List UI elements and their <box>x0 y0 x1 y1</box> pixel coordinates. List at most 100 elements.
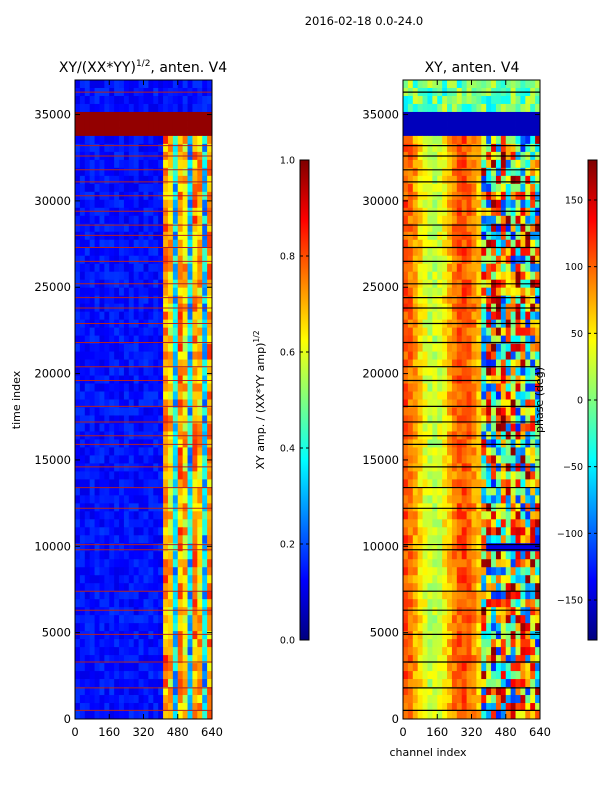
heatmap-cell <box>481 647 487 656</box>
heatmap-cell <box>123 143 130 153</box>
heatmap-cell <box>79 511 86 520</box>
heatmap-cell <box>451 159 458 169</box>
heatmap-cell <box>94 223 100 233</box>
heatmap-cell <box>461 399 467 408</box>
heatmap-cell <box>128 199 135 209</box>
heatmap-cell <box>491 335 497 344</box>
heatmap-cell <box>109 639 115 648</box>
heatmap-cell <box>417 631 423 640</box>
heatmap-cell <box>407 103 414 113</box>
heatmap-cell <box>451 455 458 464</box>
heatmap-cell <box>486 399 492 408</box>
heatmap-cell <box>451 527 458 536</box>
heatmap-cell <box>182 543 188 552</box>
heatmap-cell <box>109 207 115 217</box>
heatmap-cell <box>153 255 159 265</box>
heatmap-cell <box>163 247 169 257</box>
heatmap-cell <box>403 503 409 512</box>
heatmap-cell <box>75 703 81 712</box>
heatmap-cell <box>505 103 512 113</box>
heatmap-cell <box>515 639 521 648</box>
heatmap-cell <box>491 247 497 257</box>
heatmap-cell <box>535 135 541 145</box>
heatmap-cell <box>471 447 477 456</box>
heatmap-cell <box>172 95 179 105</box>
heatmap-cell <box>79 487 86 496</box>
heatmap-cell <box>99 287 105 297</box>
heatmap-cell <box>75 335 81 344</box>
heatmap-cell <box>84 623 91 632</box>
amplitude-colorbar-gradient <box>299 159 310 641</box>
heatmap-cell <box>84 383 91 392</box>
heatmap-cell <box>207 567 213 576</box>
heatmap-cell <box>456 375 463 384</box>
heatmap-cell <box>515 671 521 680</box>
heatmap-cell <box>123 127 130 137</box>
heatmap-cell <box>486 199 492 209</box>
heatmap-cell <box>476 503 482 512</box>
heatmap-cell <box>505 399 512 408</box>
heatmap-cell <box>75 423 81 432</box>
heatmap-cell <box>109 351 115 360</box>
heatmap-cell <box>119 239 125 249</box>
heatmap-cell <box>138 239 144 249</box>
colorbar-tick-label: 0.2 <box>280 540 295 551</box>
heatmap-cell <box>417 423 423 432</box>
heatmap-cell <box>437 503 443 512</box>
heatmap-cell <box>451 615 458 624</box>
heatmap-cell <box>447 559 453 568</box>
heatmap-cell <box>84 175 91 185</box>
heatmap-cell <box>525 527 531 536</box>
heatmap-cell <box>104 583 110 592</box>
heatmap-cell <box>192 367 198 376</box>
heatmap-cell <box>427 415 433 424</box>
heatmap-cell <box>471 663 477 672</box>
heatmap-cell <box>182 607 188 616</box>
heatmap-cell <box>114 327 120 336</box>
heatmap-cell <box>491 671 497 680</box>
heatmap-cell <box>403 127 409 137</box>
heatmap-cell <box>466 591 472 600</box>
heatmap-cell <box>177 399 184 408</box>
heatmap-cell <box>153 487 159 496</box>
heatmap-cell <box>94 391 100 400</box>
heatmap-cell <box>89 111 95 121</box>
heatmap-cell <box>461 271 467 281</box>
heatmap-cell <box>407 687 414 696</box>
heatmap-cell <box>442 567 448 576</box>
heatmap-cell <box>486 119 492 129</box>
heatmap-cell <box>153 207 159 217</box>
heatmap-cell <box>432 583 438 592</box>
heatmap-cell <box>417 519 423 528</box>
heatmap-cell <box>447 439 453 448</box>
heatmap-cell <box>451 591 458 600</box>
heatmap-cell <box>182 103 188 113</box>
heatmap-cell <box>525 247 531 257</box>
heatmap-cell <box>432 207 438 217</box>
heatmap-cell <box>466 471 472 480</box>
heatmap-cell <box>187 391 193 400</box>
heatmap-cell <box>481 215 487 225</box>
heatmap-cell <box>530 255 536 265</box>
heatmap-cell <box>422 343 428 352</box>
heatmap-cell <box>520 415 526 424</box>
heatmap-cell <box>456 359 463 368</box>
heatmap-cell <box>119 487 125 496</box>
heatmap-cell <box>442 535 448 544</box>
heatmap-cell <box>461 287 467 297</box>
heatmap-cell <box>500 591 507 600</box>
heatmap-cell <box>172 159 179 169</box>
heatmap-cell <box>202 263 208 273</box>
heatmap-cell <box>104 575 110 584</box>
heatmap-cell <box>104 335 110 344</box>
heatmap-cell <box>123 367 130 376</box>
heatmap-cell <box>148 639 154 648</box>
heatmap-cell <box>89 455 95 464</box>
heatmap-cell <box>407 183 414 193</box>
heatmap-cell <box>104 479 110 488</box>
heatmap-cell <box>104 375 110 384</box>
heatmap-cell <box>128 175 135 185</box>
heatmap-cell <box>104 495 110 504</box>
heatmap-cell <box>412 215 419 225</box>
heatmap-cell <box>461 135 467 145</box>
